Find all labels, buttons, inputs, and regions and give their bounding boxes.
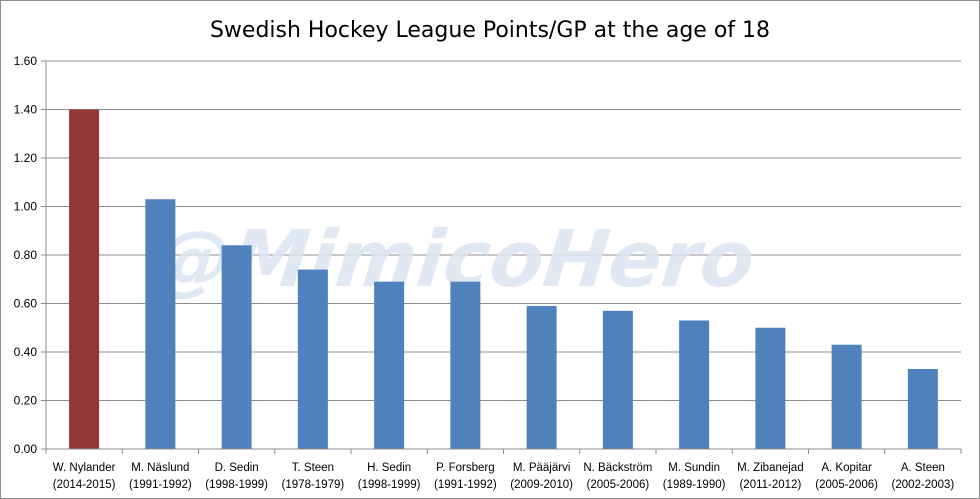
y-tick-label: 1.60 (14, 54, 38, 68)
y-tick-label: 0.80 (14, 248, 38, 262)
y-tick-label: 0.40 (14, 345, 38, 359)
x-category-name: D. Sedin (215, 462, 259, 474)
x-category-name: M. Näslund (131, 462, 189, 474)
y-tick-label: 1.20 (14, 151, 38, 165)
x-category-season: (2002-2003) (892, 479, 955, 491)
bar (602, 310, 633, 449)
bar (907, 368, 938, 449)
x-category-name: N. Bäckström (583, 462, 652, 474)
x-category-name: A. Steen (901, 462, 945, 474)
bar (755, 327, 786, 449)
x-category-season: (2005-2006) (815, 479, 878, 491)
x-category-season: (2009-2010) (510, 479, 573, 491)
x-category-season: (1991-1992) (434, 479, 497, 491)
x-category-name: T. Steen (292, 462, 334, 474)
y-tick-label: 1.40 (14, 103, 38, 117)
y-tick-label: 1.00 (14, 200, 38, 214)
x-category-name: W. Nylander (53, 462, 116, 474)
x-category-season: (1998-1999) (205, 479, 268, 491)
bar (831, 344, 862, 449)
x-category-season: (2005-2006) (587, 479, 650, 491)
x-category-name: A. Kopitar (821, 462, 872, 474)
y-tick-label: 0.20 (14, 394, 38, 408)
x-category-name: P. Forsberg (436, 462, 495, 474)
x-category-name: M. Sundin (668, 462, 720, 474)
x-category-season: (2011-2012) (739, 479, 801, 491)
chart-title: Swedish Hockey League Points/GP at the a… (210, 18, 770, 43)
bar (526, 305, 557, 449)
gridlines (46, 60, 961, 401)
x-category-name: M. Pääjärvi (513, 462, 571, 474)
bar (450, 281, 481, 449)
tick-labels: 0.00 0.20 0.40 0.60 0.80 1.00 1.20 1.40 1.60 W. N… (14, 54, 955, 491)
bar (374, 281, 405, 449)
bar (679, 320, 710, 449)
bar (145, 199, 176, 449)
x-category-season: (1991-1992) (129, 479, 192, 491)
bars (69, 109, 938, 449)
x-category-season: (2014-2015) (53, 479, 116, 491)
x-category-name: M. Zibanejad (737, 462, 803, 474)
axes (41, 60, 962, 454)
bar (297, 269, 328, 449)
bar (69, 109, 100, 449)
x-category-season: (1998-1999) (358, 479, 421, 491)
x-category-season: (1989-1990) (663, 479, 726, 491)
y-tick-label: 0.60 (14, 297, 38, 311)
y-tick-label: 0.00 (14, 442, 38, 456)
x-category-season: (1978-1979) (282, 479, 345, 491)
bar (221, 245, 252, 449)
x-category-name: H. Sedin (367, 462, 411, 474)
